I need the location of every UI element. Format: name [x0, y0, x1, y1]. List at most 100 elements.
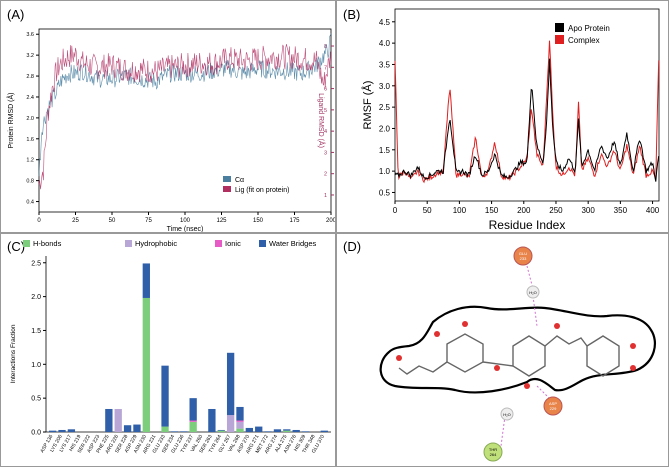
oxygen-atom: [630, 365, 636, 371]
y-tick-label: 0.4: [26, 200, 34, 206]
legend-label: Hydrophobic: [135, 239, 177, 248]
bar-segment-water-bridges: [255, 426, 263, 432]
bar-segment-water-bridges: [67, 429, 76, 432]
glucose-ring: [446, 333, 484, 373]
bar-segment-water-bridges: [161, 365, 169, 427]
x-tick-label: 50: [109, 218, 116, 224]
bar-segment-water-bridges: [133, 424, 141, 432]
y-tick-label: 2.8: [26, 74, 34, 80]
bar-segment-water-bridges: [142, 263, 150, 298]
panel-a: (A) 0 25 50 75 100 125 150 175 200 0.4 0.8 1.2 1.6 2.…: [0, 0, 337, 233]
x-tick-label: 75: [145, 218, 152, 224]
residue-name: THR: [489, 447, 497, 452]
x-tick-label: 200: [517, 206, 531, 215]
x-tick-label: 400: [646, 206, 660, 215]
bar-segment-water-bridges: [226, 352, 235, 416]
x-tick-label: 350: [614, 206, 628, 215]
y-tick-label: 3.2: [26, 53, 34, 59]
ether-bond: [482, 361, 514, 367]
panel-label-d: (D): [343, 239, 361, 254]
bar-segment-water-bridges: [217, 429, 225, 431]
legend-label-apo: Apo Protein: [568, 24, 610, 33]
legend-swatch-complex: [555, 35, 564, 44]
panel-label-a: (A): [7, 7, 24, 22]
series-ligand-line: [38, 43, 332, 190]
oxygen-atom: [396, 355, 402, 361]
y-tick-label: 0.5: [379, 188, 391, 197]
y-tick-label: 1.0: [379, 167, 391, 176]
x-axis-label: Time (nsec): [167, 226, 204, 232]
bar-segment-hbonds: [217, 430, 225, 432]
bar-segment-hbonds: [161, 426, 169, 432]
phenyl-ring-1: [512, 335, 546, 377]
series-apo-line: [394, 58, 660, 182]
x-tick-label: 175: [289, 218, 300, 224]
bar-segment-hydrophobic: [236, 421, 244, 429]
x-tick-label: 150: [485, 206, 499, 215]
y2-tick-label: 6: [324, 87, 327, 93]
y-tick-label: 3.5: [379, 60, 391, 69]
legend-label: Water Bridges: [269, 239, 316, 248]
y-tick-label: 1.0: [31, 362, 41, 369]
ligand-chain: [544, 335, 588, 347]
y-tick-label: 1.6: [26, 137, 34, 143]
y2-tick-label: 1: [324, 193, 327, 199]
bar-segment-water-bridges: [49, 430, 57, 432]
legend-swatch: [259, 240, 266, 247]
ligand-interaction-diagram: (D) GLU 233: [343, 239, 656, 462]
x-axis-label: Residue Index: [489, 218, 566, 232]
x-tick-label: 0: [37, 218, 41, 224]
rmsf-chart: (B) 0 50 100 150 200 250 300 350 400 0.5 1.0 1.5 2.0…: [343, 7, 660, 232]
y-tick-label: 2.5: [31, 260, 41, 267]
bar-segment-hbonds: [283, 430, 291, 432]
y-tick-label: 2.0: [26, 116, 34, 122]
bar-segment-hydrophobic: [226, 415, 235, 432]
y-tick-label: 1.2: [26, 158, 34, 164]
y2-tick-label: 3: [324, 150, 327, 156]
residue-asp-229: ASP 229: [543, 396, 563, 416]
x-tick-label: 100: [180, 218, 191, 224]
bar-segment-water-bridges: [245, 427, 254, 432]
bar-segment-water-bridges: [189, 398, 197, 421]
bar-segment-water-bridges: [180, 431, 188, 432]
legend-swatch-apo: [555, 23, 564, 32]
residue-glu-233: GLU 233: [513, 246, 533, 266]
y-tick-label: 0.8: [26, 179, 34, 185]
water-label: H₂O: [503, 412, 511, 417]
y-tick-label: 2.5: [379, 103, 391, 112]
y-tick-label: 3.0: [379, 82, 391, 91]
x-tick-label: 50: [423, 206, 432, 215]
bar-segment-water-bridges: [292, 429, 300, 432]
bar-segment-water-bridges: [273, 429, 282, 432]
legend-swatch-ligand: [223, 186, 231, 192]
bar-segment-water-bridges: [123, 425, 132, 432]
bar-segment-water-bridges: [236, 406, 244, 421]
bar-segment-hbonds: [142, 297, 150, 432]
y2-tick-label: 2: [324, 172, 327, 178]
oxygen-atom: [554, 323, 560, 329]
y2-tick-label: 5: [324, 108, 327, 114]
residue-number: 264: [490, 452, 497, 457]
bar-segment-ionic: [189, 420, 197, 422]
ligand-structure: [398, 333, 620, 377]
hbond-line: [500, 415, 506, 447]
legend-swatch: [23, 240, 30, 247]
legend-label: Ionic: [225, 239, 241, 248]
panel-label-b: (B): [343, 7, 360, 22]
hbond-line: [532, 295, 538, 327]
oxygen-atom: [462, 321, 468, 327]
bar-segment-water-bridges: [320, 430, 328, 432]
water-label: H₂O: [529, 290, 537, 295]
y-tick-label: 4.5: [379, 18, 391, 27]
panel-c: (C) 0.0 0.5 1.0 1.5 2.0 2.5 Interactions Fract…: [0, 233, 336, 467]
y-tick-label: 0.0: [31, 430, 41, 437]
y-tick-label: 1.5: [31, 328, 41, 335]
y-tick-label: 3.6: [26, 32, 34, 38]
residue-thr-264: THR 264: [483, 442, 503, 462]
y-tick-label: 4.0: [379, 39, 391, 48]
bar-segment-water-bridges: [58, 429, 66, 432]
legend-swatch: [125, 240, 132, 247]
x-tick-label: 125: [216, 218, 227, 224]
bar-segment-ionic: [236, 420, 244, 422]
x-tick-label: 250: [549, 206, 563, 215]
